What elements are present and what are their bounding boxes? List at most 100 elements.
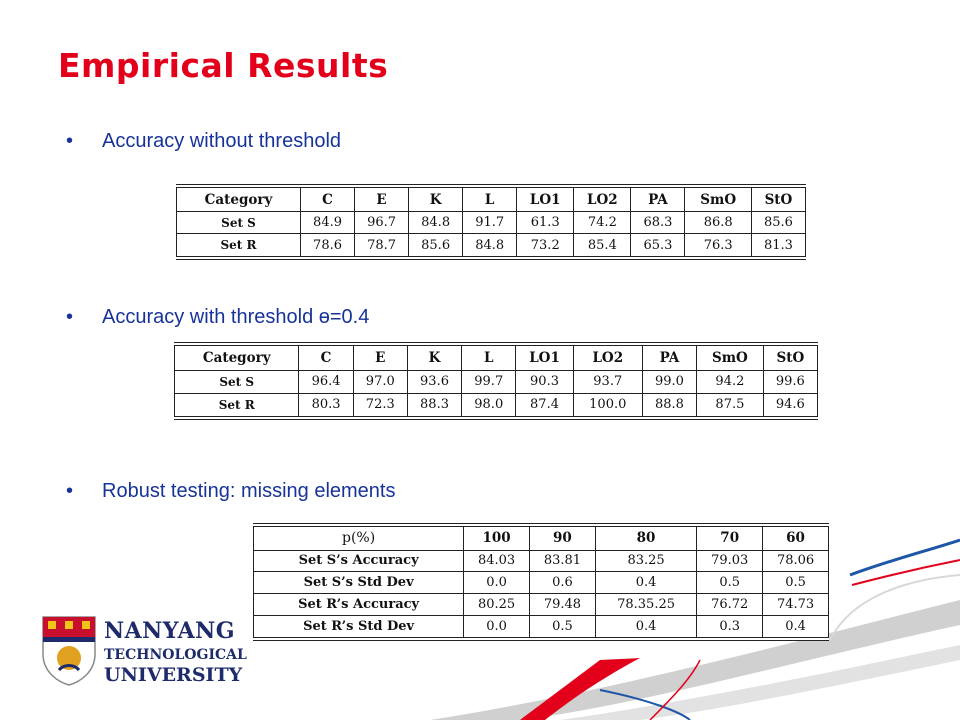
table-cell: 94.6: [762, 392, 819, 420]
table-cell: 0.4: [594, 614, 698, 641]
table-cell: 85.6: [750, 211, 807, 235]
university-crest-icon: [42, 616, 96, 686]
table-cell: 79.03: [696, 549, 764, 573]
table-header-cell: StO: [762, 341, 819, 371]
table-cell: 78.35.25: [594, 593, 698, 616]
table-cell: 85.6: [408, 233, 464, 261]
table-header-cell: E: [354, 184, 410, 213]
table-cell: 0.5: [762, 571, 829, 594]
table-cell: 83.81: [529, 549, 596, 573]
table-cell: 80.25: [463, 593, 531, 616]
table-cell: 97.0: [352, 369, 408, 394]
bullet-dot-icon: •: [66, 306, 74, 328]
table-cell: 98.0: [461, 392, 517, 420]
table-row-label: Set S: [173, 369, 300, 394]
table-row: Set R’s Std Dev 0.0 0.5 0.4 0.3 0.4: [252, 614, 829, 641]
bullet-text: Accuracy without threshold: [102, 130, 342, 152]
bullet-dot-icon: •: [66, 480, 74, 502]
table-row-label: Set S: [176, 211, 301, 235]
table-cell: 99.6: [762, 369, 819, 394]
table-header-cell: L: [462, 184, 518, 213]
table-cell: 88.8: [641, 392, 698, 420]
table-header-cell: LO2: [572, 341, 643, 371]
table-header-cell: PA: [641, 341, 698, 371]
table-row-label: Set R’s Accuracy: [252, 593, 465, 616]
table-cell: 84.8: [408, 211, 464, 235]
table-header-cell: E: [352, 341, 408, 371]
table-header-cell: LO1: [516, 184, 575, 213]
table-row-label: Set R’s Std Dev: [252, 614, 465, 641]
table-cell: 85.4: [573, 233, 632, 261]
table-row-label: Set R: [173, 392, 300, 420]
table-cell: 93.7: [572, 369, 643, 394]
table-cell: 87.4: [515, 392, 574, 420]
table-row: Set R’s Accuracy 80.25 79.48 78.35.25 76…: [252, 593, 829, 616]
table-cell: 68.3: [630, 211, 686, 235]
table-header-cell: Category: [173, 341, 300, 371]
table-cell: 0.6: [529, 571, 596, 594]
table-header-cell: p(%): [252, 522, 465, 551]
table-header-cell: StO: [750, 184, 807, 213]
table-header-cell: C: [299, 184, 356, 213]
table-row: Set S’s Accuracy 84.03 83.81 83.25 79.03…: [252, 549, 829, 573]
table-header-cell: SmO: [696, 341, 764, 371]
table-cell: 0.5: [529, 614, 596, 641]
accuracy-without-threshold-table: Category C E K L LO1 LO2 PA SmO StO Set …: [176, 184, 807, 261]
table-header-cell: K: [406, 341, 463, 371]
table-cell: 96.7: [354, 211, 410, 235]
table-cell: 72.3: [352, 392, 408, 420]
bullet-dot-icon: •: [66, 130, 74, 152]
table-header-cell: L: [461, 341, 517, 371]
table-cell: 0.5: [696, 571, 764, 594]
table-cell: 0.4: [762, 614, 829, 641]
table-row: Set S 96.4 97.0 93.6 99.7 90.3 93.7 99.0…: [173, 369, 819, 394]
table-cell: 61.3: [516, 211, 575, 235]
table-header-cell: 70: [696, 522, 764, 551]
table-header-cell: Category: [176, 184, 301, 213]
table-cell: 86.8: [684, 211, 752, 235]
table-header-cell: 80: [594, 522, 698, 551]
table-row-label: Set S’s Accuracy: [252, 549, 465, 573]
table-cell: 99.0: [641, 369, 698, 394]
bullet-text: Robust testing: missing elements: [102, 480, 396, 502]
table-cell: 0.4: [594, 571, 698, 594]
table-row: Set S’s Std Dev 0.0 0.6 0.4 0.5 0.5: [252, 571, 829, 594]
table-cell: 74.2: [573, 211, 632, 235]
table-header-cell: 60: [762, 522, 829, 551]
table-row: Set R 78.6 78.7 85.6 84.8 73.2 85.4 65.3…: [176, 233, 807, 261]
table-header-cell: 100: [463, 522, 531, 551]
page-title: Empirical Results: [58, 46, 389, 85]
table-row: Set R 80.3 72.3 88.3 98.0 87.4 100.0 88.…: [173, 392, 819, 420]
table-header-cell: 90: [529, 522, 596, 551]
table-cell: 87.5: [696, 392, 764, 420]
table-cell: 0.0: [463, 571, 531, 594]
table-cell: 93.6: [406, 369, 463, 394]
table-cell: 78.06: [762, 549, 829, 573]
table-cell: 94.2: [696, 369, 764, 394]
table-cell: 74.73: [762, 593, 829, 616]
table-cell: 83.25: [594, 549, 698, 573]
table-row: Set S 84.9 96.7 84.8 91.7 61.3 74.2 68.3…: [176, 211, 807, 235]
table-cell: 78.6: [299, 233, 356, 261]
bullet-text: Accuracy with threshold ɵ=0.4: [102, 306, 370, 328]
robust-testing-table: p(%) 100 90 80 70 60 Set S’s Accuracy 84…: [252, 522, 829, 641]
table-header-cell: SmO: [684, 184, 752, 213]
table-cell: 73.2: [516, 233, 575, 261]
table-cell: 84.03: [463, 549, 531, 573]
table-row-label: Set S’s Std Dev: [252, 571, 465, 594]
table-cell: 0.3: [696, 614, 764, 641]
table-cell: 84.8: [462, 233, 518, 261]
table-cell: 76.72: [696, 593, 764, 616]
table-cell: 99.7: [461, 369, 517, 394]
table-cell: 100.0: [572, 392, 643, 420]
table-header-cell: PA: [630, 184, 686, 213]
table-cell: 90.3: [515, 369, 574, 394]
table-cell: 91.7: [462, 211, 518, 235]
table-cell: 65.3: [630, 233, 686, 261]
logo-line-2: TECHNOLOGICAL: [104, 647, 247, 663]
table-header-cell: C: [298, 341, 354, 371]
table-header-cell: K: [408, 184, 464, 213]
table-header-cell: LO1: [515, 341, 574, 371]
university-logo-text: NANYANG TECHNOLOGICAL UNIVERSITY: [104, 620, 247, 685]
